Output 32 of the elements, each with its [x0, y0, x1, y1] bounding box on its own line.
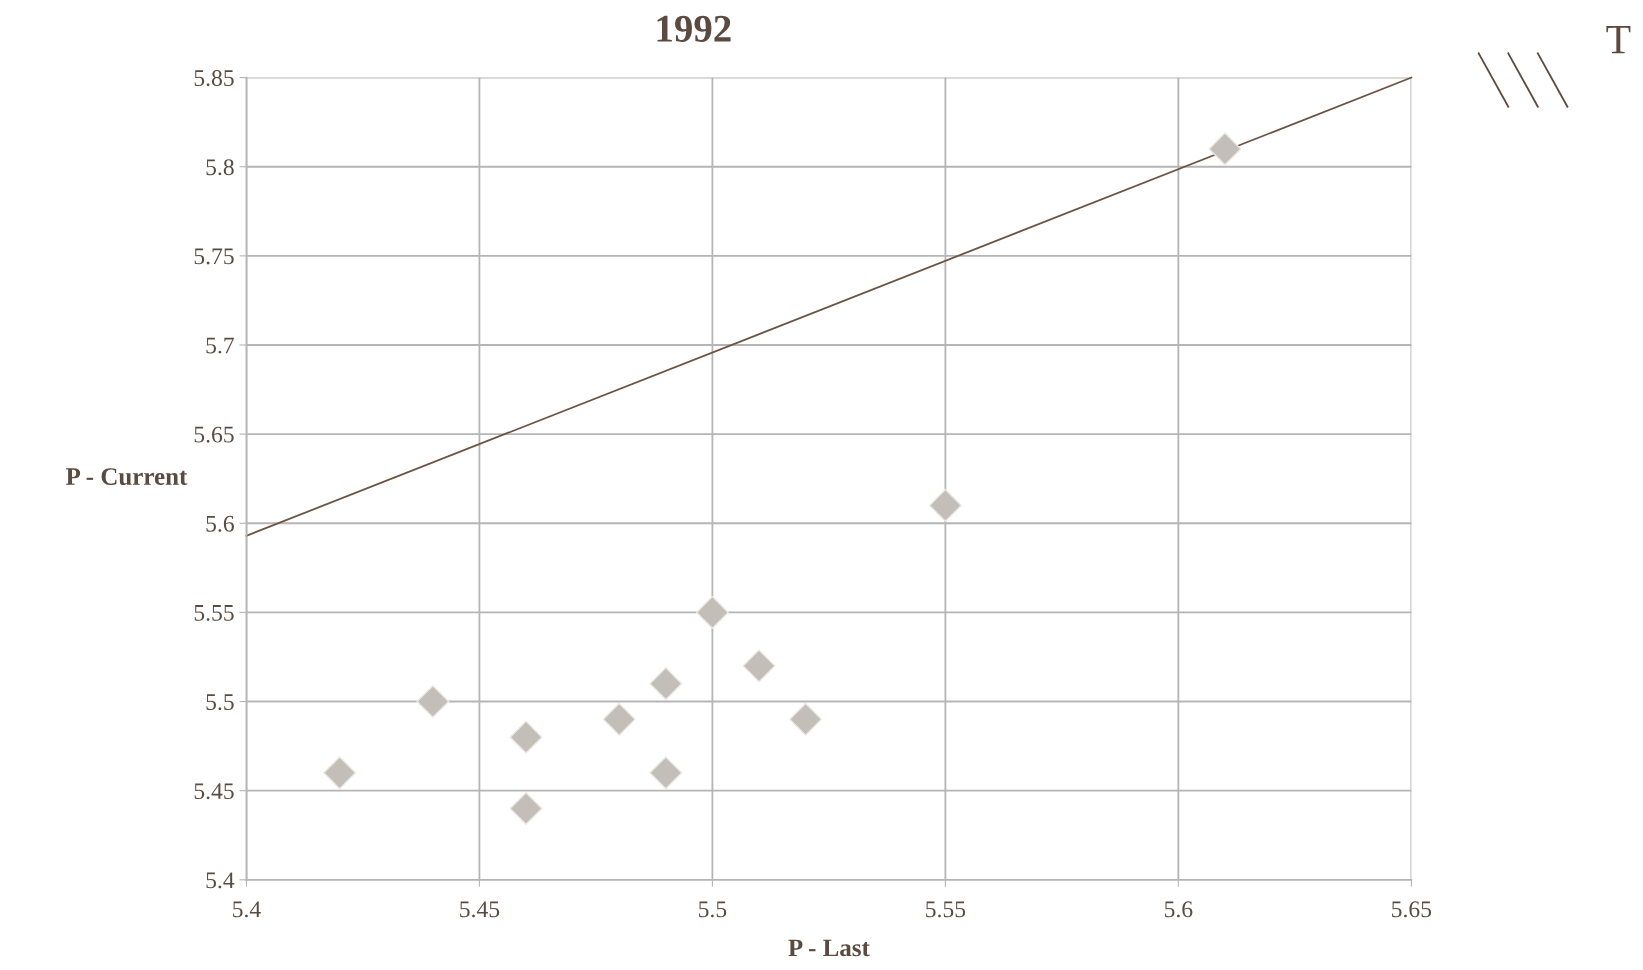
text: T — [1606, 25, 1631, 54]
y-tick-label: 5.65 — [194, 426, 234, 443]
point — [509, 720, 543, 754]
point — [602, 702, 636, 736]
y-tick-label: 5.6 — [206, 515, 234, 532]
x-tick-label: 5.45 — [460, 901, 500, 918]
y-tick-label: 5.5 — [206, 694, 234, 711]
point — [323, 756, 357, 790]
point — [695, 595, 729, 629]
point — [789, 702, 823, 736]
y-tick-label: 5.7 — [206, 337, 234, 354]
x-axis-title: P - Last — [788, 939, 870, 957]
x-tick-label: 5.6 — [1164, 901, 1193, 918]
y-tick-label: 5.75 — [194, 248, 234, 265]
x-tick-label: 5.5 — [699, 901, 727, 918]
point — [1208, 132, 1242, 166]
y-tick-label: 5.8 — [206, 159, 234, 176]
y-tick-label: 5.55 — [194, 605, 234, 621]
y-axis-title: P - Current — [66, 468, 188, 486]
x-tick-label: 5.55 — [926, 901, 966, 918]
chart-title: 1992 — [657, 15, 731, 42]
y-tick-label: 5.4 — [206, 872, 235, 889]
point — [649, 756, 683, 790]
y-tick-label: 5.45 — [194, 783, 234, 800]
x-tick-label: 5.4 — [233, 901, 261, 918]
point — [928, 488, 962, 522]
y-tick-label: 5.85 — [194, 70, 234, 87]
x-tick-label: 5.65 — [1392, 901, 1432, 918]
point — [649, 667, 683, 701]
point — [416, 684, 450, 719]
point — [742, 649, 776, 683]
point — [509, 791, 543, 826]
